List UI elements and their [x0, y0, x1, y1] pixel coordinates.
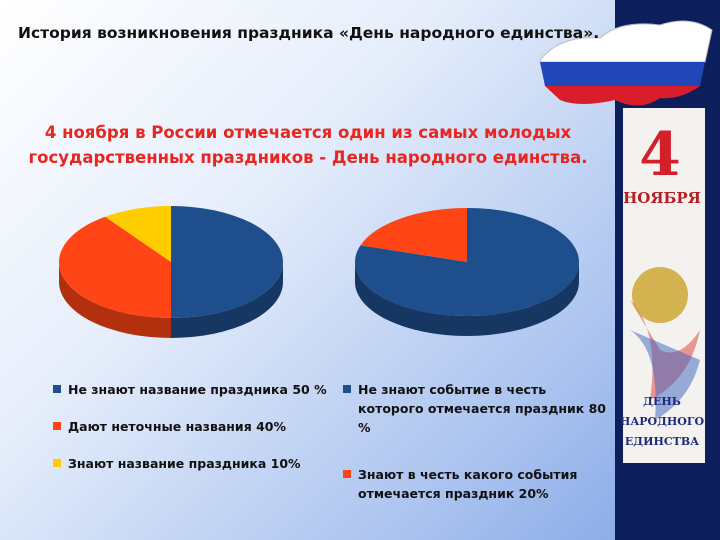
pie-side [59, 262, 171, 338]
emblem [632, 267, 688, 323]
legend-entry: Знают название праздника 10% [53, 454, 338, 473]
title: История возникновения праздника «День на… [18, 24, 599, 42]
legend-label: Знают название праздника 10% [68, 456, 301, 471]
legend-entry: Не знают название праздника 50 % [53, 380, 338, 399]
legend-marker [53, 422, 61, 430]
pie-slice [105, 206, 171, 262]
legend-label: Не знают событие в честь которого отмеча… [358, 382, 606, 435]
pie-slice [59, 216, 171, 318]
poster-day: 4 [639, 120, 681, 190]
poster-month: НОЯБРЯ [623, 189, 701, 207]
pie-slice [171, 206, 283, 318]
legend-label: Дают неточные названия 40% [68, 419, 286, 434]
legend-marker [343, 470, 351, 478]
pie-slice [360, 208, 467, 262]
legend-label: Не знают название праздника 50 % [68, 382, 327, 397]
legend-marker [343, 385, 351, 393]
legend-entry: Не знают событие в честь которого отмеча… [343, 380, 608, 437]
pie-side [171, 262, 283, 338]
poster-caption: НАРОДНОГО [620, 415, 705, 428]
legend-marker [53, 385, 61, 393]
poster-caption: ЕДИНСТВА [625, 435, 699, 448]
legend-label: Знают в честь какого события отмечается … [358, 467, 578, 501]
legend-entry: Знают в честь какого события отмечается … [343, 465, 608, 503]
poster-ribbon [630, 330, 700, 420]
poster-caption: ДЕНЬ [643, 395, 681, 408]
subtitle: 4 ноября в России отмечается один из сам… [28, 123, 588, 167]
map [539, 20, 713, 106]
legend-marker [53, 459, 61, 467]
legend-entry: Дают неточные названия 40% [53, 417, 338, 436]
pie-side [355, 262, 579, 336]
